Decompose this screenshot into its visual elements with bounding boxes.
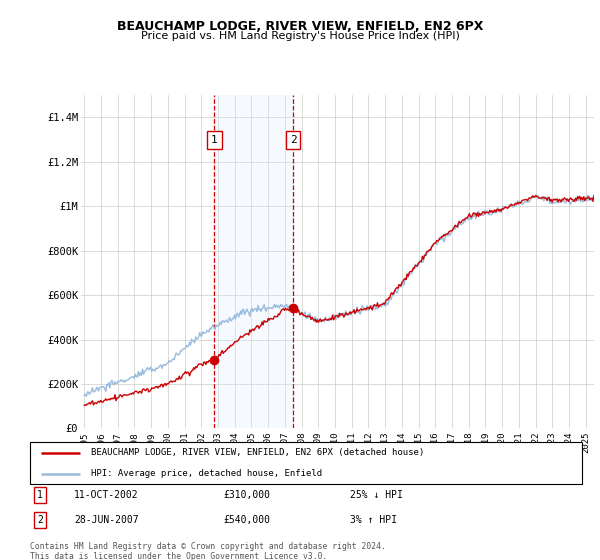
Text: 11-OCT-2002: 11-OCT-2002 [74, 490, 139, 500]
Text: 2: 2 [37, 515, 43, 525]
Text: 1: 1 [211, 134, 218, 144]
Text: 25% ↓ HPI: 25% ↓ HPI [350, 490, 403, 500]
Text: £310,000: £310,000 [223, 490, 270, 500]
Text: £540,000: £540,000 [223, 515, 270, 525]
Text: BEAUCHAMP LODGE, RIVER VIEW, ENFIELD, EN2 6PX (detached house): BEAUCHAMP LODGE, RIVER VIEW, ENFIELD, EN… [91, 449, 424, 458]
Text: Price paid vs. HM Land Registry's House Price Index (HPI): Price paid vs. HM Land Registry's House … [140, 31, 460, 41]
Text: Contains HM Land Registry data © Crown copyright and database right 2024.
This d: Contains HM Land Registry data © Crown c… [30, 542, 386, 560]
Text: 2: 2 [290, 134, 296, 144]
Text: HPI: Average price, detached house, Enfield: HPI: Average price, detached house, Enfi… [91, 469, 322, 478]
Text: 3% ↑ HPI: 3% ↑ HPI [350, 515, 397, 525]
Text: 28-JUN-2007: 28-JUN-2007 [74, 515, 139, 525]
Bar [214, 95, 293, 428]
Text: 1: 1 [37, 490, 43, 500]
Text: BEAUCHAMP LODGE, RIVER VIEW, ENFIELD, EN2 6PX: BEAUCHAMP LODGE, RIVER VIEW, ENFIELD, EN… [117, 20, 483, 32]
